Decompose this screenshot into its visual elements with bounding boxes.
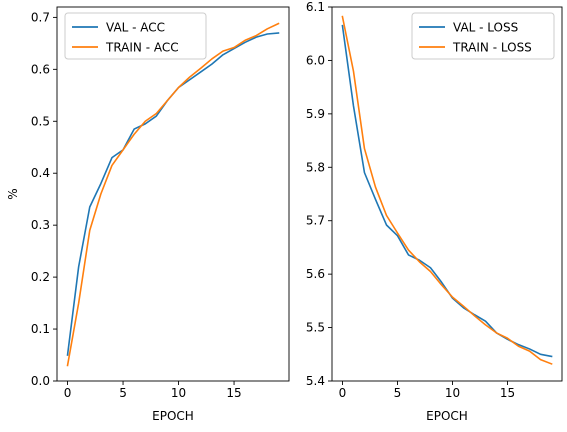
legend: VAL - LOSS TRAIN - LOSS <box>411 12 555 60</box>
x-axis-label: EPOCH <box>152 409 194 423</box>
x-axis-label: EPOCH <box>426 409 468 423</box>
y-tick-label: 0.1 <box>31 322 50 336</box>
y-tick-label: 5.7 <box>306 214 325 228</box>
y-tick-label: 6.1 <box>306 0 325 14</box>
y-axis-label: % <box>6 188 20 199</box>
y-tick-label: 0.2 <box>31 270 50 284</box>
y-tick-label: 0.7 <box>31 10 50 24</box>
y-tick-label: 5.5 <box>306 321 325 335</box>
left-accuracy-chart: 0 5 10 15 0.0 0.1 0.2 0.3 0.4 0.5 0.6 0.7 EPOCH% VAL … <box>6 6 290 423</box>
y-tick-label: 5.9 <box>306 107 325 121</box>
series-line-train-loss <box>341 15 553 365</box>
y-tick-label: 0.4 <box>31 166 50 180</box>
y-tick-label: 5.8 <box>306 160 325 174</box>
right-loss-chart: 0 5 10 15 5.4 5.5 5.6 5.7 5.8 5.9 6.0 6.1 EPOCH VAL -… <box>306 0 563 423</box>
legend-entry-label: TRAIN - LOSS <box>452 41 532 55</box>
legend-entry-label: VAL - LOSS <box>453 21 518 35</box>
legend-box <box>411 12 555 60</box>
plot-frame <box>56 6 290 382</box>
y-tick-label: 5.6 <box>306 267 325 281</box>
y-tick-label: 0.0 <box>31 374 50 388</box>
y-tick-label: 0.3 <box>31 218 50 232</box>
x-tick-label: 0 <box>339 386 347 400</box>
y-tick-label: 0.5 <box>31 114 50 128</box>
plot-frame <box>331 6 563 382</box>
x-tick-label: 5 <box>394 386 402 400</box>
legend-entry-label: VAL - ACC <box>106 21 165 35</box>
y-tick-label: 6.0 <box>306 53 325 67</box>
x-tick-label: 15 <box>226 386 241 400</box>
x-tick-label: 10 <box>171 386 186 400</box>
series-line-train-acc <box>66 22 280 367</box>
x-tick-label: 15 <box>500 386 515 400</box>
y-tick-label: 5.4 <box>306 374 325 388</box>
legend-entry-label: TRAIN - ACC <box>105 41 179 55</box>
legend-box <box>64 12 207 60</box>
y-tick-label: 0.6 <box>31 62 50 76</box>
x-tick-label: 0 <box>64 386 72 400</box>
x-tick-label: 10 <box>445 386 460 400</box>
x-tick-label: 5 <box>119 386 127 400</box>
legend: VAL - ACC TRAIN - ACC <box>64 12 207 60</box>
